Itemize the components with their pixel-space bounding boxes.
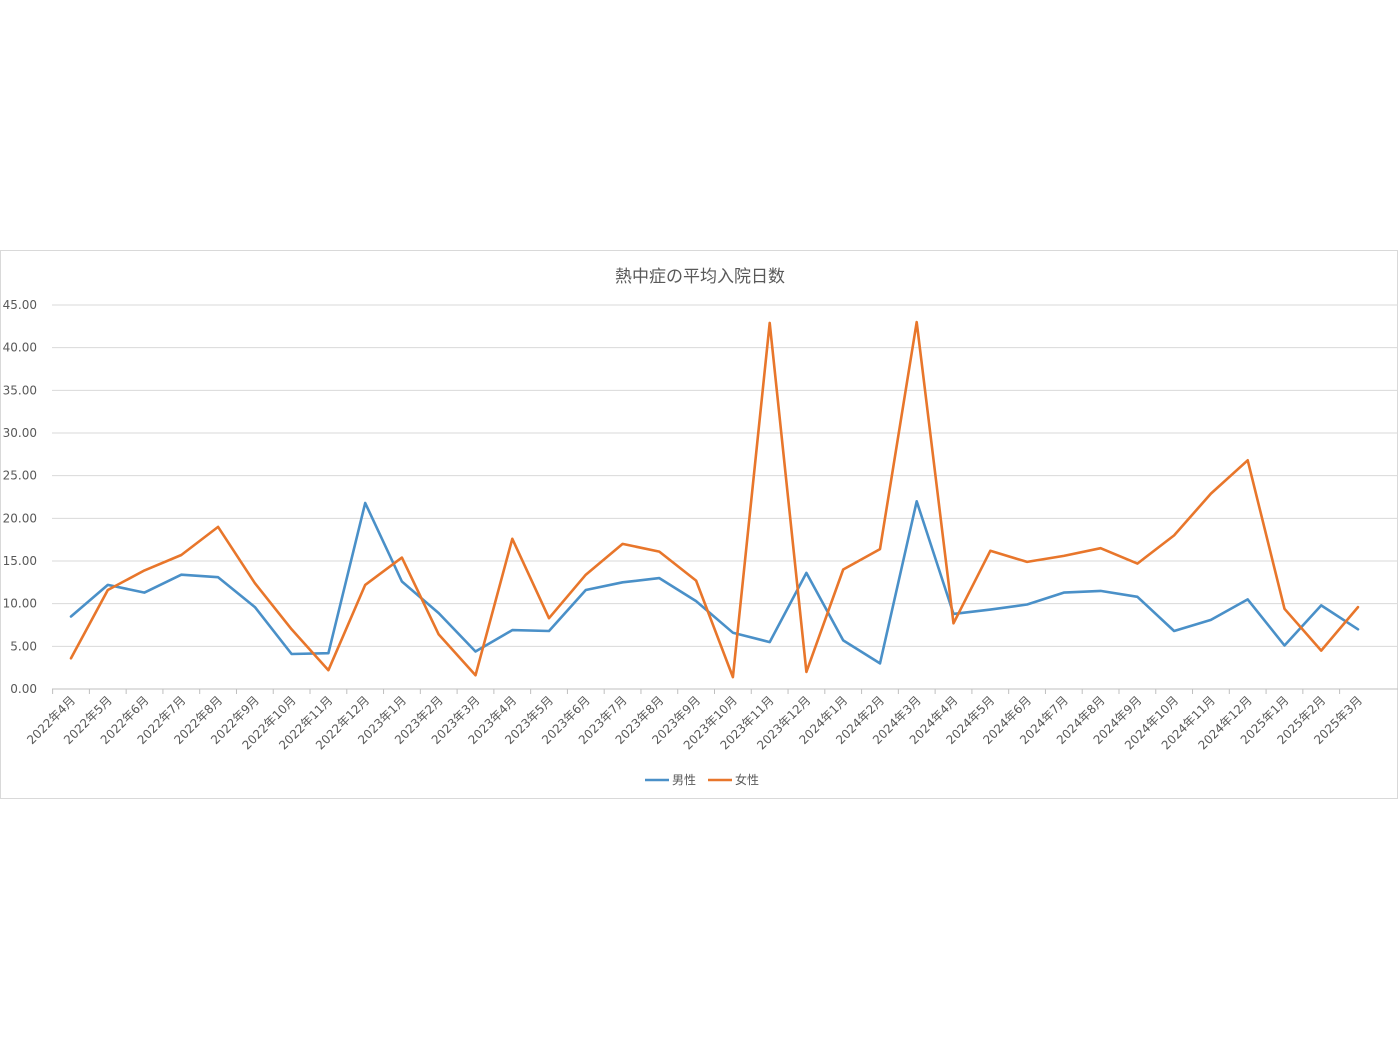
y-tick-label: 0.00 xyxy=(10,682,37,696)
x-axis-ticks: 2022年4月2022年5月2022年6月2022年7月2022年8月2022年… xyxy=(24,689,1365,752)
chart-frame xyxy=(0,250,1398,799)
series-lines xyxy=(69,320,1360,679)
y-tick-label: 45.00 xyxy=(3,298,37,312)
series-line-male xyxy=(69,499,1360,665)
y-tick-label: 5.00 xyxy=(10,639,37,653)
gridlines xyxy=(52,304,1398,690)
legend: 男性 女性 xyxy=(645,772,759,787)
y-axis-ticks: 0.00 5.00 10.00 15.00 20.00 25.00 30.00 35.00 40… xyxy=(3,298,37,696)
chart-title: 熱中症の平均入院日数 xyxy=(615,267,785,287)
legend-label: 女性 xyxy=(735,772,759,787)
series-line-female xyxy=(69,320,1360,679)
y-tick-label: 10.00 xyxy=(3,597,37,611)
y-tick-label: 35.00 xyxy=(3,383,37,397)
y-tick-label: 25.00 xyxy=(3,469,37,483)
legend-label: 男性 xyxy=(672,773,696,787)
y-tick-label: 15.00 xyxy=(3,554,37,568)
y-tick-label: 40.00 xyxy=(3,341,37,355)
y-tick-label: 20.00 xyxy=(3,511,37,525)
y-tick-label: 30.00 xyxy=(3,426,37,440)
